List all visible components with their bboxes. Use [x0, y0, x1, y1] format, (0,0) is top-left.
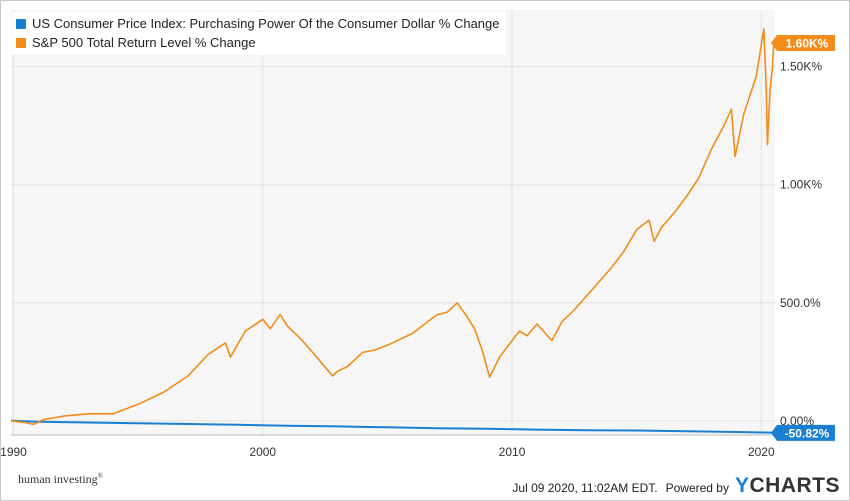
legend-label-sp500: S&P 500 Total Return Level % Change — [32, 35, 256, 50]
timestamp: Jul 09 2020, 11:02AM EDT. — [512, 481, 658, 495]
end-label-bg-cpi — [771, 424, 835, 441]
legend-label-cpi: US Consumer Price Index: Purchasing Powe… — [32, 16, 500, 31]
logo-text: human investing — [18, 472, 98, 486]
y-tick-label: 1.00K% — [780, 178, 822, 192]
y-tick-label: 500.0% — [780, 296, 821, 310]
ycharts-logo-rest: CHARTS — [749, 474, 840, 497]
end-label-bg-sp500 — [771, 35, 835, 52]
x-tick-label: 2000 — [249, 445, 276, 459]
y-tick-label: 0.00% — [780, 414, 814, 428]
human-investing-logo: human investing® — [18, 472, 103, 487]
x-tick-label: 2020 — [748, 445, 775, 459]
legend-entry-sp500[interactable]: S&P 500 Total Return Level % Change — [16, 33, 500, 52]
legend-swatch-sp500 — [16, 37, 26, 48]
chart-legend: US Consumer Price Index: Purchasing Powe… — [12, 12, 506, 55]
end-label-cpi: -50.82% — [785, 426, 830, 440]
plot-area — [11, 10, 775, 435]
ycharts-logo[interactable]: YCHARTS — [735, 474, 840, 498]
legend-entry-cpi[interactable]: US Consumer Price Index: Purchasing Powe… — [16, 14, 500, 33]
legend-swatch-cpi — [16, 18, 26, 29]
powered-by-text: Powered by — [665, 481, 729, 495]
series-line-sp500[interactable] — [10, 28, 775, 426]
ycharts-logo-y: Y — [734, 474, 750, 497]
x-tick-label: 1990 — [0, 445, 27, 459]
series-line-cpi[interactable] — [10, 419, 774, 434]
logo-registered-mark: ® — [97, 472, 103, 480]
end-label-sp500: 1.60K% — [786, 37, 829, 51]
x-tick-label: 2010 — [499, 445, 526, 459]
y-tick-label: 1.50K% — [780, 60, 822, 74]
footer-attribution: Jul 09 2020, 11:02AM EDT. Powered by YCH… — [512, 474, 840, 498]
